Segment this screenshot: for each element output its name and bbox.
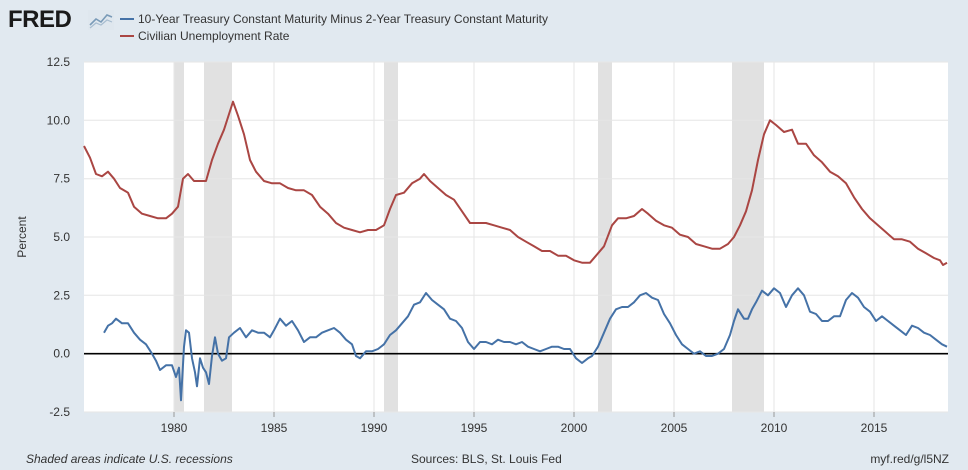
legend-label-spread: 10-Year Treasury Constant Maturity Minus… (138, 12, 548, 26)
legend-item-spread[interactable]: 10-Year Treasury Constant Maturity Minus… (120, 12, 548, 26)
y-axis-label: Percent (15, 216, 29, 258)
y-tick-label: 0.0 (53, 347, 70, 361)
x-tick-label: 1995 (461, 421, 488, 435)
y-tick-label: 7.5 (53, 172, 70, 186)
fred-logo: FRED (8, 6, 72, 33)
y-axis-ticks: -2.5 0.0 2.5 5.0 7.5 10.0 12.5 (47, 55, 71, 419)
x-tick-label: 1985 (261, 421, 288, 435)
legend-swatch-unemployment (120, 34, 134, 37)
legend-item-unemployment[interactable]: Civilian Unemployment Rate (120, 29, 289, 43)
legend-label-unemployment: Civilian Unemployment Rate (138, 29, 290, 43)
x-tick-label: 2015 (861, 421, 888, 435)
fred-chart-logo-icon (88, 10, 114, 30)
x-tick-label: 2005 (661, 421, 688, 435)
series-lines (83, 100, 948, 402)
y-tick-label: 5.0 (53, 230, 70, 244)
x-tick-label: 2010 (761, 421, 788, 435)
x-axis-ticks: 1980 1985 1990 1995 2000 2005 2010 2015 (161, 412, 888, 435)
y-tick-label: 12.5 (47, 55, 71, 69)
legend-swatch-spread (120, 17, 134, 20)
x-tick-label: 1990 (361, 421, 388, 435)
x-tick-label: 2000 (561, 421, 588, 435)
y-tick-label: 2.5 (53, 288, 70, 302)
y-tick-label: 10.0 (47, 113, 71, 127)
x-tick-label: 1980 (161, 421, 188, 435)
series-line-spread (103, 287, 948, 402)
sources-text: Sources: BLS, St. Louis Fed (411, 452, 562, 466)
y-tick-label: -2.5 (49, 405, 70, 419)
recession-note: Shaded areas indicate U.S. recessions (26, 452, 233, 466)
series-line-unemployment (83, 100, 948, 266)
short-link[interactable]: myf.red/g/l5NZ (870, 452, 949, 466)
